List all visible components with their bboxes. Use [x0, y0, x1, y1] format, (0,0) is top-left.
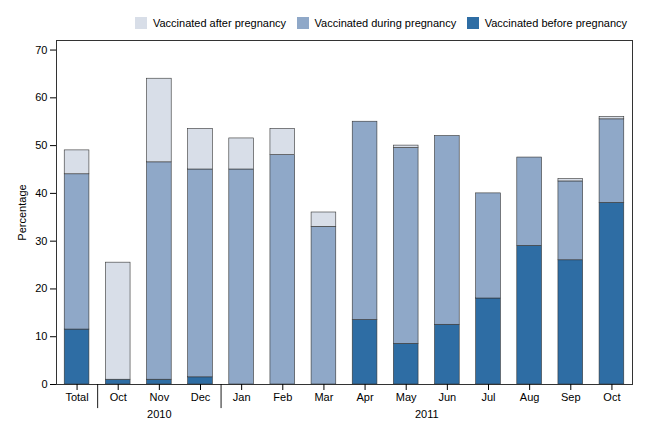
svg-text:Sep: Sep [561, 391, 581, 403]
html-text:Vaccinated during pregnancy: Vaccinated during pregnancy [314, 16, 457, 29]
svg-text:Percentage: Percentage [16, 184, 28, 240]
svg-text:0: 0 [41, 378, 47, 390]
svg-text:70: 70 [35, 44, 47, 56]
svg-text:Jun: Jun [438, 391, 456, 403]
svg-text:Feb: Feb [273, 391, 292, 403]
svg-text:50: 50 [35, 139, 47, 151]
html-text:Vaccinated before pregnancy: Vaccinated before pregnancy [484, 16, 627, 29]
html-text:Vaccinated after pregnancy: Vaccinated after pregnancy [152, 16, 286, 29]
svg-text:20: 20 [35, 282, 47, 294]
svg-text:40: 40 [35, 187, 47, 199]
svg-text:Nov: Nov [150, 391, 170, 403]
svg-text:2010: 2010 [147, 408, 171, 420]
svg-text:2011: 2011 [415, 408, 439, 420]
svg-text:Total: Total [65, 391, 88, 403]
svg-text:Dec: Dec [191, 391, 211, 403]
svg-text:Mar: Mar [314, 391, 333, 403]
svg-text:Jul: Jul [481, 391, 495, 403]
svg-text:Jan: Jan [233, 391, 251, 403]
svg-text:Apr: Apr [357, 391, 374, 403]
svg-text:Aug: Aug [520, 391, 540, 403]
svg-text:30: 30 [35, 235, 47, 247]
svg-text:Oct: Oct [603, 391, 620, 403]
svg-text:10: 10 [35, 330, 47, 342]
svg-text:May: May [396, 391, 417, 403]
svg-text:Oct: Oct [110, 391, 127, 403]
svg-text:60: 60 [35, 91, 47, 103]
